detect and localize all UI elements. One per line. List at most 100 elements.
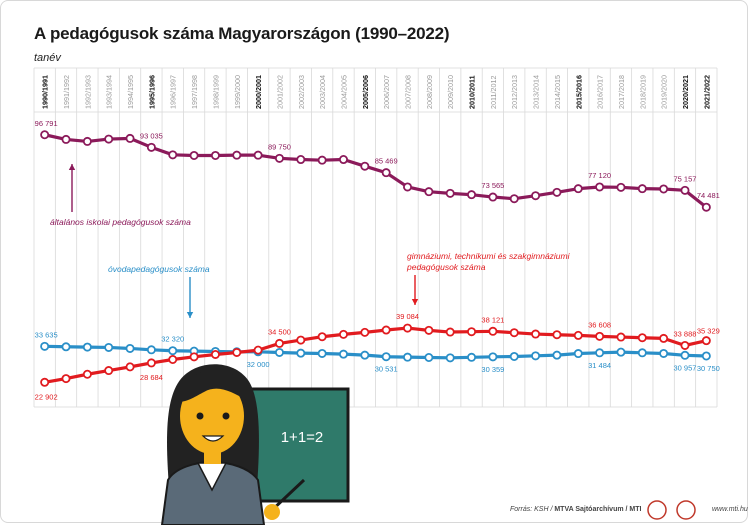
data-point-kindergarten <box>680 350 690 360</box>
data-label-general: 73 565 <box>481 181 504 190</box>
data-point-kindergarten <box>381 352 391 362</box>
data-point-general <box>40 130 50 140</box>
data-point-secondary <box>659 333 669 343</box>
category-label: 2000/2001 <box>254 75 263 109</box>
data-point-secondary <box>616 332 626 342</box>
annotation-secondary: pedagógusok száma <box>406 262 486 272</box>
source-bold: MTVA Sajtóarchívum / MTI <box>554 506 642 513</box>
data-point-general <box>381 168 391 178</box>
data-point-secondary <box>360 327 370 337</box>
data-point-secondary <box>61 374 71 384</box>
data-point-secondary <box>467 327 477 337</box>
category-label: 2003/2004 <box>318 75 327 109</box>
data-point-kindergarten <box>82 342 92 352</box>
category-label: 2008/2009 <box>425 75 434 109</box>
data-point-general <box>296 155 306 165</box>
data-point-general <box>125 133 135 143</box>
mtva-logo <box>676 500 696 520</box>
data-point-general <box>552 187 562 197</box>
category-label: 1992/1993 <box>83 75 92 109</box>
data-point-kindergarten <box>573 349 583 359</box>
category-label: 2009/2010 <box>446 75 455 109</box>
data-point-secondary <box>445 327 455 337</box>
data-point-kindergarten <box>317 348 327 358</box>
data-label-secondary: 34 500 <box>268 327 291 336</box>
teacher-eye-left <box>196 412 204 420</box>
data-label-kindergarten: 31 484 <box>588 361 611 370</box>
data-label-general: 93 035 <box>140 131 163 140</box>
category-label: 2018/2019 <box>638 75 647 109</box>
data-point-kindergarten <box>403 352 413 362</box>
data-label-kindergarten: 30 957 <box>674 363 697 372</box>
data-point-general <box>274 153 284 163</box>
data-point-general <box>403 182 413 192</box>
data-point-general <box>82 136 92 146</box>
data-point-kindergarten <box>296 348 306 358</box>
category-label: 1993/1994 <box>105 75 114 109</box>
data-label-general: 77 120 <box>588 171 611 180</box>
chart-title: A pedagógusok száma Magyarországon (1990… <box>34 24 450 43</box>
annotation-arrow-secondary-head <box>411 299 419 305</box>
category-label: 1998/1999 <box>211 75 220 109</box>
data-point-general <box>637 184 647 194</box>
data-label-secondary: 22 902 <box>35 392 58 401</box>
data-point-kindergarten <box>360 350 370 360</box>
data-point-kindergarten <box>509 351 519 361</box>
category-label: 2010/2011 <box>468 75 477 109</box>
data-point-secondary <box>595 331 605 341</box>
category-label: 1997/1998 <box>190 75 199 109</box>
data-point-kindergarten <box>146 345 156 355</box>
data-label-kindergarten: 32 000 <box>247 360 270 369</box>
data-point-general <box>61 134 71 144</box>
data-label-secondary: 28 684 <box>140 373 163 382</box>
category-label: 2021/2022 <box>702 75 711 109</box>
data-point-kindergarten <box>40 341 50 351</box>
category-label: 1996/1997 <box>169 75 178 109</box>
data-point-kindergarten <box>488 352 498 362</box>
annotation-general: általános iskolai pedagógusok száma <box>50 217 191 227</box>
data-point-secondary <box>232 347 242 357</box>
category-label: 2005/2006 <box>361 75 370 109</box>
data-point-kindergarten <box>125 343 135 353</box>
data-point-kindergarten <box>701 351 711 361</box>
teacher-fringe <box>178 370 246 402</box>
teacher-mouth <box>201 435 225 442</box>
category-label: 1990/1991 <box>41 75 50 109</box>
category-label: 2004/2005 <box>339 75 348 109</box>
category-label: 2019/2020 <box>660 75 669 109</box>
data-point-kindergarten <box>595 348 605 358</box>
data-point-secondary <box>125 362 135 372</box>
category-label: 1991/1992 <box>62 75 71 109</box>
category-label: 2001/2002 <box>275 75 284 109</box>
annotation-secondary: gimnáziumi, technikumi és szakgimnáziumi <box>407 251 571 261</box>
data-point-secondary <box>403 323 413 333</box>
category-label: 2011/2012 <box>489 76 498 109</box>
category-label: 2015/2016 <box>574 75 583 109</box>
data-point-general <box>595 182 605 192</box>
data-label-kindergarten: 30 359 <box>481 365 504 374</box>
data-point-general <box>488 192 498 202</box>
category-label: 2006/2007 <box>382 75 391 109</box>
data-point-secondary <box>82 369 92 379</box>
data-point-secondary <box>680 340 690 350</box>
data-point-secondary <box>424 325 434 335</box>
data-label-general: 85 469 <box>375 157 398 166</box>
data-point-secondary <box>146 358 156 368</box>
data-point-kindergarten <box>104 342 114 352</box>
data-point-general <box>104 134 114 144</box>
data-point-secondary <box>168 355 178 365</box>
data-point-kindergarten <box>338 349 348 359</box>
data-label-kindergarten: 32 320 <box>161 335 184 344</box>
category-label: 1999/2000 <box>233 75 242 109</box>
data-point-general <box>232 150 242 160</box>
data-label-general: 96 791 <box>35 119 58 128</box>
data-label-general: 74 481 <box>697 191 720 200</box>
data-point-kindergarten <box>274 347 284 357</box>
chalkboard-text: 1+1=2 <box>281 429 324 446</box>
data-point-kindergarten <box>467 352 477 362</box>
data-point-secondary <box>274 338 284 348</box>
data-point-kindergarten <box>424 352 434 362</box>
data-label-secondary: 33 888 <box>674 329 697 338</box>
data-point-kindergarten <box>61 342 71 352</box>
